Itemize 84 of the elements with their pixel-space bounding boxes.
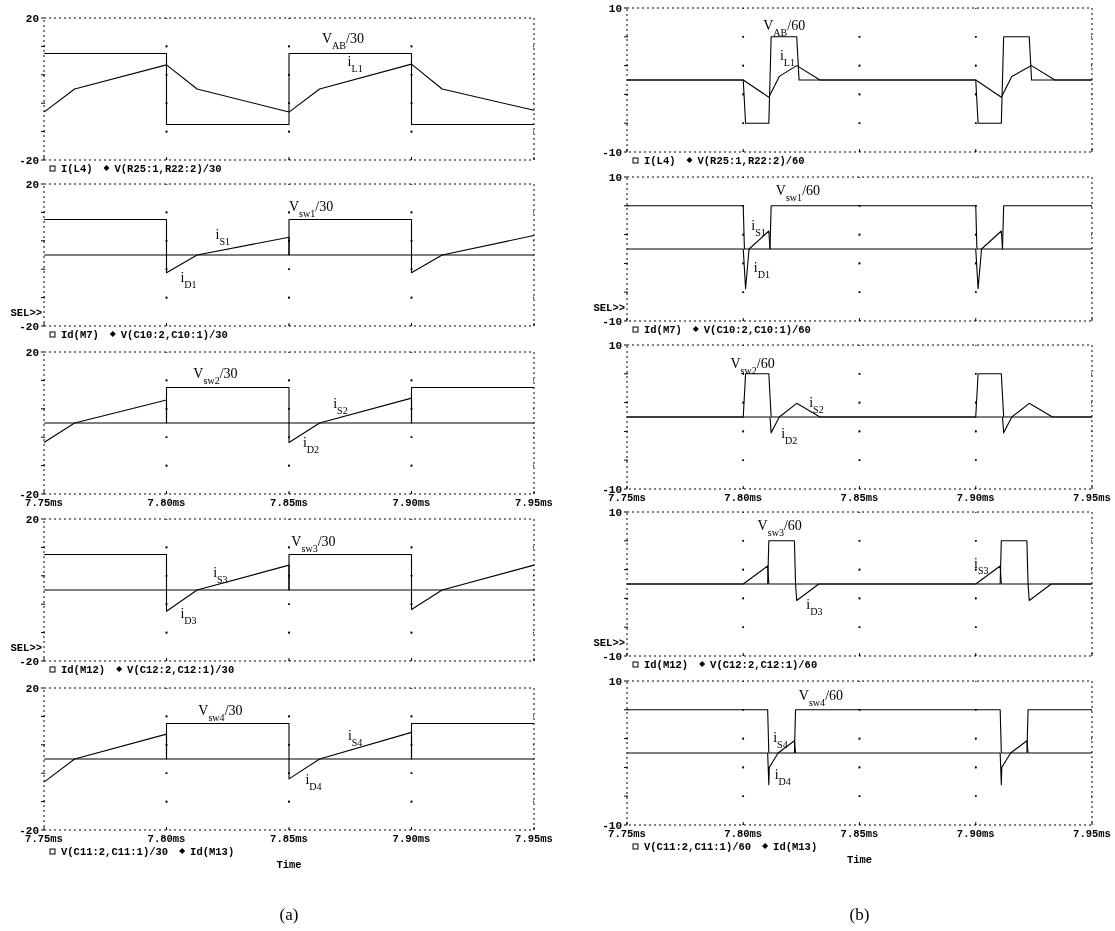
annotation: i$_{D3}$ (180, 606, 197, 626)
legend-label: V(C11:2,C11:1)/30 (61, 846, 169, 858)
y-tick-label: 10 (608, 172, 622, 184)
annotation: V$_{sw3}$/60 (757, 517, 802, 538)
x-tick-label: 7.95ms (1073, 492, 1111, 504)
annotation: V$_{AB}$/60 (763, 18, 806, 38)
y-tick-label: 10 (608, 340, 622, 352)
annotation: i$_{S3}$ (213, 564, 228, 585)
x-tick-label: 7.85ms (270, 497, 308, 509)
legend-label: V(R25:1,R22:2)/30 (114, 163, 222, 175)
x-tick-label: 7.90ms (956, 828, 995, 840)
legend-label: V(C11:2,C11:1)/60 (644, 841, 752, 853)
annotation: i$_{S4}$ (773, 729, 788, 750)
annotation: V$_{sw2}$/30 (193, 366, 238, 386)
legend-label: I(L4) (61, 163, 93, 175)
annotation: i$_{S1}$ (215, 227, 231, 247)
legend-label: Id(M7) (644, 324, 682, 336)
legend-label: V(C10:2,C10:1)/60 (703, 324, 811, 336)
legend-label: Id(M7) (61, 329, 99, 341)
legend-label: V(C10:2,C10:1)/30 (120, 329, 228, 341)
x-tick-label: 7.85ms (840, 492, 879, 504)
legend-label: Id(M12) (61, 664, 106, 676)
x-tick-label: 7.80ms (724, 828, 763, 840)
x-axis-title: Time (276, 859, 302, 871)
y-tick-label: -10 (602, 147, 622, 159)
legend-label: Id(M13) (190, 846, 235, 858)
y-tick-label: -20 (19, 155, 39, 167)
legend-label: I(L4) (644, 155, 676, 167)
legend-label: Id(M13) (773, 841, 818, 853)
y-tick-label: 20 (25, 514, 39, 526)
annotation: V$_{sw4}$/60 (798, 688, 844, 708)
x-tick-label: 7.95ms (515, 833, 553, 845)
annotation: i$_{S4}$ (347, 727, 363, 748)
y-tick-label: 10 (608, 676, 622, 688)
annotation: V$_{sw1}$/30 (288, 198, 334, 219)
y-tick-label: 10 (608, 3, 622, 15)
annotation: i$_{D2}$ (302, 434, 320, 455)
annotation: i$_{D4}$ (774, 767, 791, 787)
annotation: V$_{AB}$/30 (321, 31, 364, 51)
x-tick-label: 7.80ms (147, 833, 186, 845)
text: SEL>> (593, 637, 625, 649)
legend-label: V(C12:2,C12:1)/30 (127, 664, 235, 676)
legend-label: V(C12:2,C12:1)/60 (710, 659, 818, 671)
text: SEL>> (10, 642, 42, 654)
x-tick-label: 7.95ms (515, 497, 553, 509)
y-tick-label: 10 (608, 507, 622, 519)
legend-label: Id(M12) (644, 659, 689, 671)
text: (a) (279, 905, 299, 924)
annotation: i$_{L1}$ (347, 54, 363, 74)
x-tick-label: 7.95ms (1073, 828, 1111, 840)
annotation: i$_{S2}$ (333, 395, 348, 416)
y-tick-label: 20 (25, 179, 39, 191)
annotation: i$_{L1}$ (779, 48, 795, 68)
annotation: V$_{sw3}$/30 (291, 534, 336, 554)
x-tick-label: 7.90ms (392, 833, 431, 845)
y-tick-label: 20 (25, 683, 39, 695)
x-tick-label: 7.80ms (147, 497, 186, 509)
y-tick-label: -10 (602, 651, 622, 663)
annotation: i$_{D1}$ (180, 270, 197, 290)
x-tick-label: 7.85ms (840, 828, 879, 840)
annotation: i$_{D1}$ (753, 260, 770, 280)
annotation: i$_{D3}$ (806, 596, 823, 617)
y-tick-label: 20 (25, 347, 39, 359)
x-tick-label: 7.90ms (956, 492, 995, 504)
annotation: i$_{D2}$ (781, 426, 798, 446)
y-tick-label: -20 (19, 656, 39, 668)
text: SEL>> (593, 302, 625, 314)
annotation: i$_{S2}$ (809, 394, 824, 415)
text: (b) (849, 905, 870, 924)
annotation: V$_{sw1}$/60 (775, 183, 821, 203)
y-tick-label: 20 (25, 13, 39, 25)
y-tick-label: -20 (19, 321, 39, 333)
x-tick-label: 7.80ms (724, 492, 763, 504)
annotation: i$_{S1}$ (751, 217, 766, 238)
x-tick-label: 7.90ms (392, 497, 431, 509)
annotation: V$_{sw2}$/60 (730, 355, 775, 376)
x-axis-title: Time (846, 854, 873, 866)
text: SEL>> (10, 307, 42, 319)
x-tick-label: 7.85ms (270, 833, 308, 845)
legend-label: V(R25:1,R22:2)/60 (697, 155, 805, 167)
y-tick-label: -10 (602, 316, 622, 328)
annotation: V$_{sw4}$/30 (198, 703, 243, 723)
annotation: i$_{S3}$ (974, 555, 989, 576)
annotation: i$_{D4}$ (305, 772, 322, 792)
